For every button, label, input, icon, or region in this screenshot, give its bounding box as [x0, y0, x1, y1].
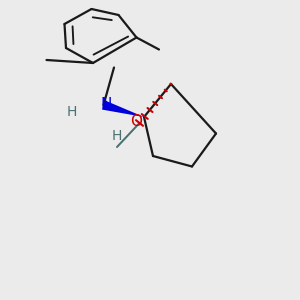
Text: H: H	[66, 106, 76, 119]
Polygon shape	[102, 100, 144, 117]
Text: H: H	[112, 128, 122, 142]
Text: N: N	[100, 97, 112, 112]
Text: O: O	[130, 114, 142, 129]
